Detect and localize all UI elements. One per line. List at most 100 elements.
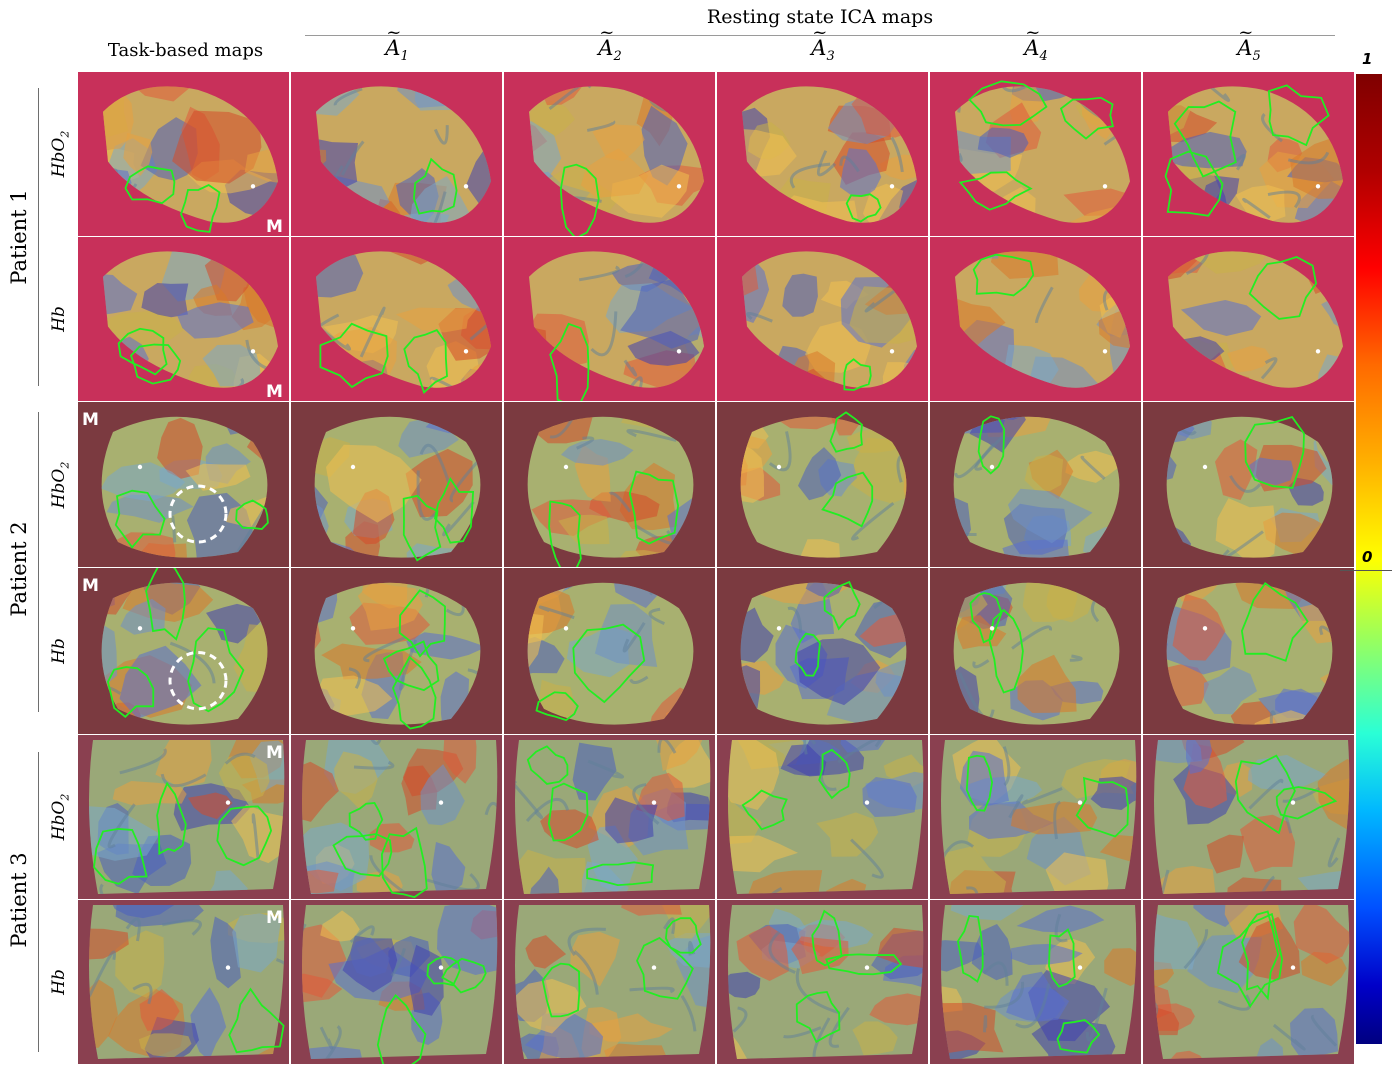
activation-contour [1048,928,1076,988]
activation-contour [114,489,166,549]
marker-dot [1290,800,1296,805]
activation-contour [795,990,841,1044]
task-map-tile: M [78,402,289,567]
activation-contour [526,745,569,785]
activation-contour [1075,776,1130,838]
column-header-symbol: A [1237,36,1253,60]
task-map-tile: M [78,568,289,734]
brain-map-image [78,900,289,1064]
brain-map-image [930,402,1141,567]
marker-dot [889,349,895,354]
marker-dot [250,184,256,189]
activation-contour [549,322,590,401]
ica-map-tile [717,72,928,236]
activation-contour [977,415,1006,475]
resting-state-title: Resting state ICA maps [706,6,934,28]
motor-marker-label: M [266,743,283,763]
ica-map-tile [1143,402,1354,567]
marker-dot [1102,349,1108,354]
activation-contour [1275,786,1338,820]
marker-dot [463,349,469,354]
marker-dot [1315,184,1321,189]
brain-map-image [717,237,928,401]
signal-label-sub: 2 [58,130,72,138]
marker-dot [864,965,870,970]
marker-dot [350,626,356,631]
column-header-a3: A3 [717,22,929,70]
marker-dot [350,464,356,470]
activation-contour [586,861,655,886]
activation-contour [426,955,461,987]
brain-map-image [1143,402,1354,567]
brain-map-image [1143,568,1354,734]
signal-label: Hb [49,942,71,1022]
ica-map-tile [504,402,715,567]
marker-dot [463,184,469,189]
marker-dot [438,800,444,805]
activation-contour [988,608,1024,694]
activation-contour [1244,415,1305,489]
ica-map-tile [930,568,1141,734]
signal-label-base: HbO [49,800,69,841]
signal-label: HbO2 [49,777,71,857]
brain-map-image [78,72,289,236]
activation-contour [348,802,384,841]
brain-map-image [504,72,715,236]
activation-contour [187,627,245,713]
marker-dot [651,800,657,805]
activation-contour [1164,150,1224,217]
activation-contour [823,580,861,631]
marker-dot [776,626,782,631]
activation-contour [1059,96,1114,140]
column-header-index: 5 [1252,49,1261,65]
column-header-symbol: A [598,36,614,60]
colorbar-max-label: 1 [1362,50,1373,68]
marker-dot [651,965,657,970]
marker-dot [889,184,895,189]
brain-map-image [930,568,1141,734]
patient-label-1: Patient 1 [7,189,31,285]
ica-map-tile [717,568,928,734]
ica-map-tile [930,735,1141,899]
marker-dot [989,626,995,631]
patient-label-3: Patient 3 [7,852,31,948]
ica-map-tile [717,402,928,567]
ica-map-tile [930,402,1141,567]
marker-dot [776,464,782,470]
brain-map-image [717,900,928,1064]
brain-map-image [1143,237,1354,401]
task-map-tile: M [78,900,289,1064]
ica-map-tile [1143,237,1354,401]
activation-contour [972,253,1035,297]
ica-map-tile [504,735,715,899]
brain-map-image [1143,735,1354,899]
activation-contour [825,953,903,976]
ica-map-tile [1143,900,1354,1064]
ica-map-tile [1143,735,1354,899]
brain-map-image [504,402,715,567]
marker-dot [1102,184,1108,189]
brain-map-image [930,900,1141,1064]
ica-map-tile [291,72,502,236]
task-map-tile: M [78,237,289,401]
ica-map-tile [291,900,502,1064]
ica-map-tile [291,237,502,401]
marker-dot [137,626,143,631]
brain-map-image [291,735,502,899]
patient-bracket [38,412,39,712]
task-map-tile: M [78,72,289,236]
activation-contour [843,358,872,391]
activation-contour [382,640,440,692]
motor-marker-label: M [266,217,283,236]
ica-map-tile [930,72,1141,236]
marker-dot [864,800,870,805]
brain-map-image [504,237,715,401]
brain-map-image [1143,72,1354,236]
activation-contour [1240,582,1309,662]
activation-contour [228,987,285,1054]
activation-contour [811,909,843,967]
motor-marker-label: M [82,410,99,430]
motor-marker-label: M [266,382,283,401]
ica-map-tile [717,735,928,899]
column-header-index: 1 [400,49,409,65]
